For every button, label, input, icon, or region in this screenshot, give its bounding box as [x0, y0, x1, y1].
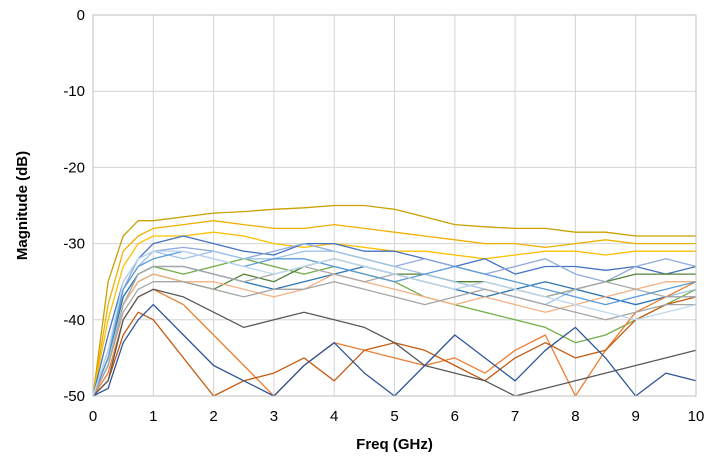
series-line-17: [92, 281, 696, 397]
series-line-16: [92, 250, 697, 397]
x-tick-labels: 0 1 2 3 4 5 6 7 8 9 10: [89, 408, 705, 425]
x-tick-label: 8: [571, 408, 579, 425]
x-tick-label: 2: [209, 408, 217, 425]
x-axis-title: Freq (GHz): [356, 436, 433, 453]
x-tick-label: 10: [688, 408, 705, 425]
y-tick-label: -30: [63, 236, 85, 253]
series-line-13: [92, 265, 696, 397]
y-tick-labels: 0 -10 -20 -30 -40 -50: [63, 7, 85, 405]
series-line-14: [92, 288, 697, 397]
series-line-1: [92, 204, 696, 397]
y-axis-title: Magnitude (dB): [14, 151, 31, 260]
x-tick-label: 9: [632, 408, 640, 425]
plot-frame: [92, 14, 697, 397]
y-tick-label: -20: [63, 159, 85, 176]
y-tick-label: -50: [63, 388, 85, 405]
x-tick-label: 5: [390, 408, 398, 425]
series-line-12: [92, 296, 697, 397]
grid-layer: [92, 14, 697, 397]
series-line-2: [92, 220, 696, 397]
x-tick-label: 4: [330, 408, 338, 425]
series-line-4: [92, 235, 697, 397]
y-tick-label: -10: [63, 83, 85, 100]
series-line-3: [92, 231, 696, 397]
y-tick-label: 0: [77, 7, 85, 24]
series-layer: [92, 204, 697, 397]
series-line-15: [92, 303, 697, 397]
x-tick-label: 6: [451, 408, 459, 425]
x-tick-label: 3: [270, 408, 278, 425]
series-line-18: [92, 250, 697, 397]
x-tick-label: 7: [511, 408, 519, 425]
x-tick-label: 1: [149, 408, 157, 425]
y-tick-label: -40: [63, 312, 85, 329]
x-tick-label: 0: [89, 408, 97, 425]
